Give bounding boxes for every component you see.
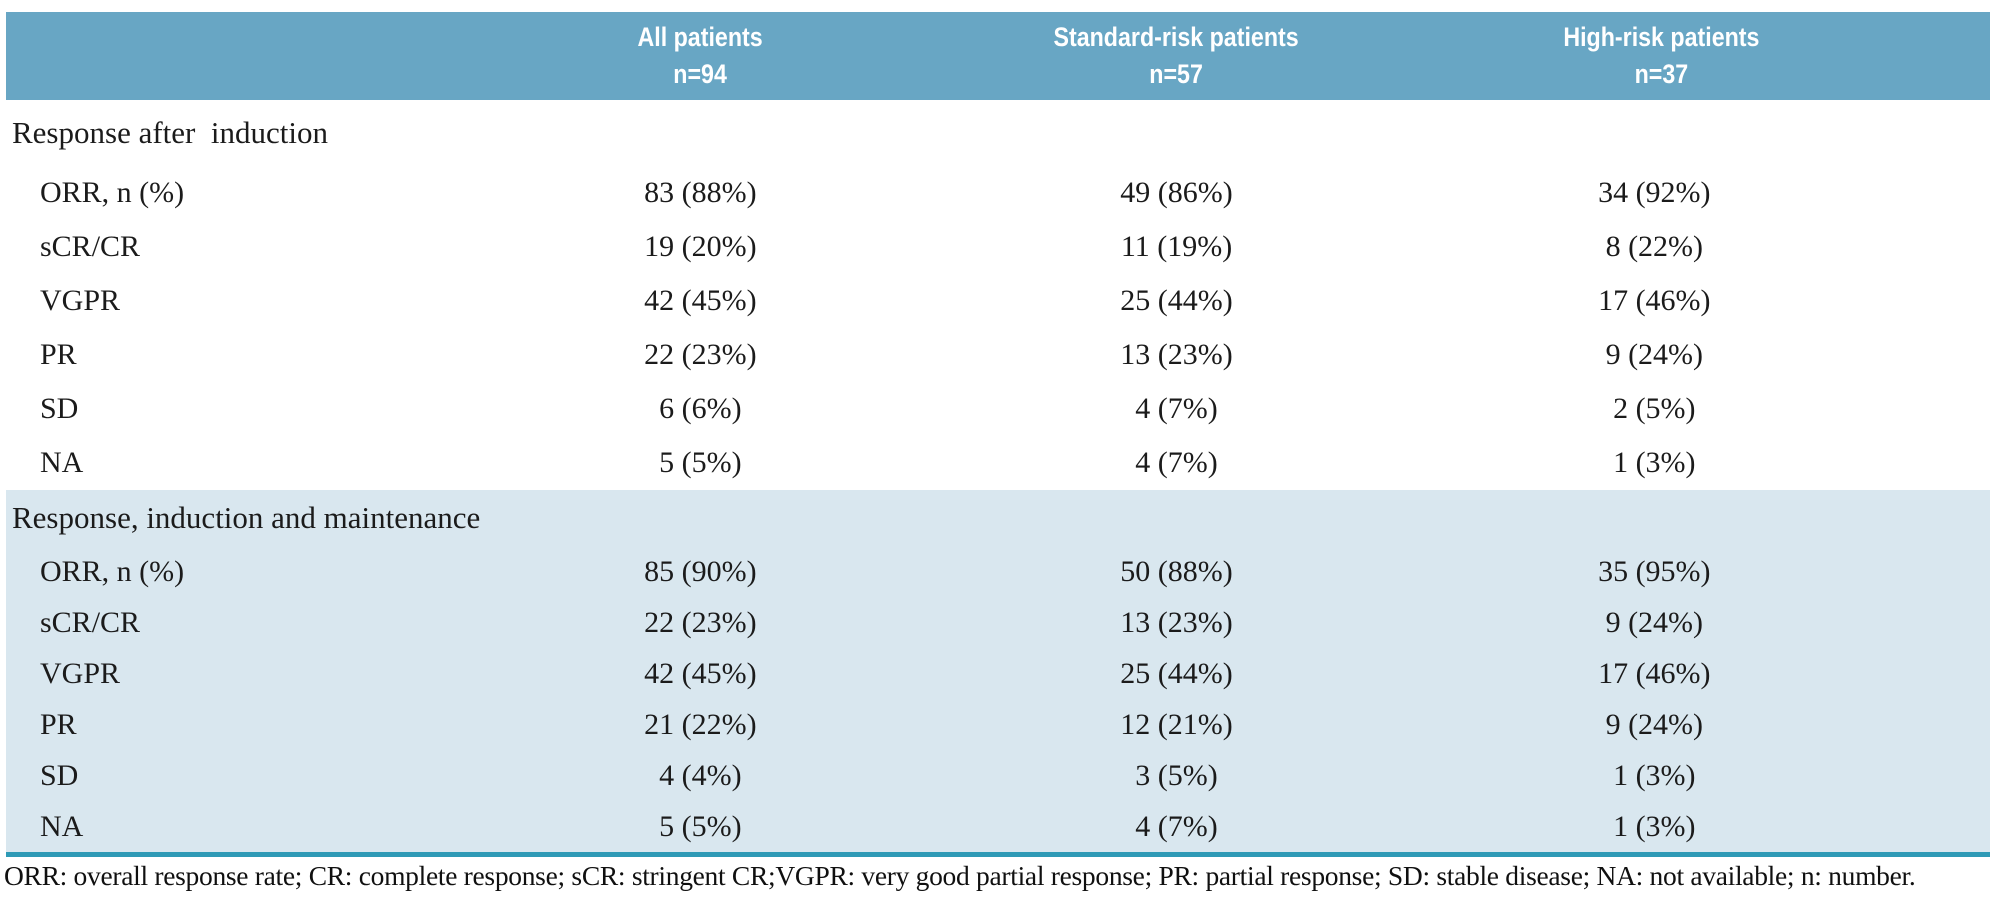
value-cell: 13 (23%)	[938, 597, 1415, 648]
row-label: NA	[6, 436, 463, 490]
row-label: sCR/CR	[6, 220, 463, 274]
row-label: NA	[6, 801, 463, 852]
row-label: VGPR	[6, 274, 463, 328]
table-row: ORR, n (%) 83 (88%) 49 (86%) 34 (92%)	[6, 166, 1990, 220]
section-title-row: Response after induction	[6, 100, 1990, 166]
table-row: SD 6 (6%) 4 (7%) 2 (5%)	[6, 382, 1990, 436]
row-label: PR	[6, 328, 463, 382]
value-cell: 25 (44%)	[938, 648, 1415, 699]
value-cell: 2 (5%)	[1414, 382, 1990, 436]
value-cell: 25 (44%)	[938, 274, 1415, 328]
value-cell: 21 (22%)	[462, 699, 939, 750]
abbreviations-footnote: ORR: overall response rate; CR: complete…	[4, 860, 1916, 891]
value-cell: 22 (23%)	[462, 328, 939, 382]
value-cell: 1 (3%)	[1414, 436, 1990, 490]
column-header-all-patients: All patients n=94	[462, 12, 939, 100]
table-row: PR 22 (23%) 13 (23%) 9 (24%)	[6, 328, 1990, 382]
row-label: sCR/CR	[6, 597, 463, 648]
value-cell: 34 (92%)	[1414, 166, 1990, 220]
value-cell: 4 (7%)	[938, 382, 1415, 436]
row-label: SD	[6, 750, 463, 801]
table-row: NA 5 (5%) 4 (7%) 1 (3%)	[6, 436, 1990, 490]
value-cell: 13 (23%)	[938, 328, 1415, 382]
value-cell: 17 (46%)	[1414, 274, 1990, 328]
value-cell: 5 (5%)	[462, 801, 939, 852]
value-cell: 22 (23%)	[462, 597, 939, 648]
table-row: NA 5 (5%) 4 (7%) 1 (3%)	[6, 801, 1990, 852]
table-row: VGPR 42 (45%) 25 (44%) 17 (46%)	[6, 274, 1990, 328]
section-induction-and-maintenance: Response, induction and maintenance ORR,…	[6, 490, 1990, 852]
value-cell: 5 (5%)	[462, 436, 939, 490]
value-cell: 4 (7%)	[938, 436, 1415, 490]
value-cell: 9 (24%)	[1414, 699, 1990, 750]
section-title-row: Response, induction and maintenance	[6, 490, 1990, 546]
section-after-induction: Response after induction ORR, n (%) 83 (…	[6, 100, 1990, 490]
value-cell: 49 (86%)	[938, 166, 1415, 220]
value-cell: 35 (95%)	[1414, 546, 1990, 597]
value-cell: 19 (20%)	[462, 220, 939, 274]
value-cell: 4 (7%)	[938, 801, 1415, 852]
row-label: VGPR	[6, 648, 463, 699]
section-title: Response, induction and maintenance	[6, 490, 1990, 546]
value-cell: 9 (24%)	[1414, 328, 1990, 382]
results-table-container: All patients n=94 Standard-risk patients…	[6, 12, 1990, 857]
table-row: ORR, n (%) 85 (90%) 50 (88%) 35 (95%)	[6, 546, 1990, 597]
table-row: VGPR 42 (45%) 25 (44%) 17 (46%)	[6, 648, 1990, 699]
row-label: ORR, n (%)	[6, 166, 463, 220]
value-cell: 8 (22%)	[1414, 220, 1990, 274]
value-cell: 4 (4%)	[462, 750, 939, 801]
table-row: SD 4 (4%) 3 (5%) 1 (3%)	[6, 750, 1990, 801]
column-header-high-risk-label: High-risk patients	[1562, 22, 1760, 52]
column-header-all-patients-label: All patients	[637, 22, 763, 52]
value-cell: 50 (88%)	[938, 546, 1415, 597]
value-cell: 3 (5%)	[938, 750, 1415, 801]
column-header-standard-risk-n: n=57	[1149, 59, 1204, 89]
value-cell: 42 (45%)	[462, 648, 939, 699]
table-row: PR 21 (22%) 12 (21%) 9 (24%)	[6, 699, 1990, 750]
results-table: All patients n=94 Standard-risk patients…	[6, 12, 1990, 852]
column-header-high-risk-n: n=37	[1634, 59, 1688, 89]
column-header-all-patients-n: n=94	[673, 59, 728, 89]
table-row: sCR/CR 19 (20%) 11 (19%) 8 (22%)	[6, 220, 1990, 274]
value-cell: 85 (90%)	[462, 546, 939, 597]
table-row: sCR/CR 22 (23%) 13 (23%) 9 (24%)	[6, 597, 1990, 648]
value-cell: 83 (88%)	[462, 166, 939, 220]
section-title: Response after induction	[6, 100, 1990, 166]
column-header-standard-risk: Standard-risk patients n=57	[938, 12, 1415, 100]
value-cell: 17 (46%)	[1414, 648, 1990, 699]
column-header-high-risk: High-risk patients n=37	[1414, 12, 1990, 100]
value-cell: 11 (19%)	[938, 220, 1415, 274]
table-header-row: All patients n=94 Standard-risk patients…	[6, 12, 1990, 100]
value-cell: 1 (3%)	[1414, 750, 1990, 801]
row-label: SD	[6, 382, 463, 436]
value-cell: 42 (45%)	[462, 274, 939, 328]
value-cell: 6 (6%)	[462, 382, 939, 436]
value-cell: 12 (21%)	[938, 699, 1415, 750]
row-label: PR	[6, 699, 463, 750]
value-cell: 9 (24%)	[1414, 597, 1990, 648]
column-header-empty	[6, 12, 463, 100]
column-header-standard-risk-label: Standard-risk patients	[1053, 22, 1300, 52]
row-label: ORR, n (%)	[6, 546, 463, 597]
value-cell: 1 (3%)	[1414, 801, 1990, 852]
